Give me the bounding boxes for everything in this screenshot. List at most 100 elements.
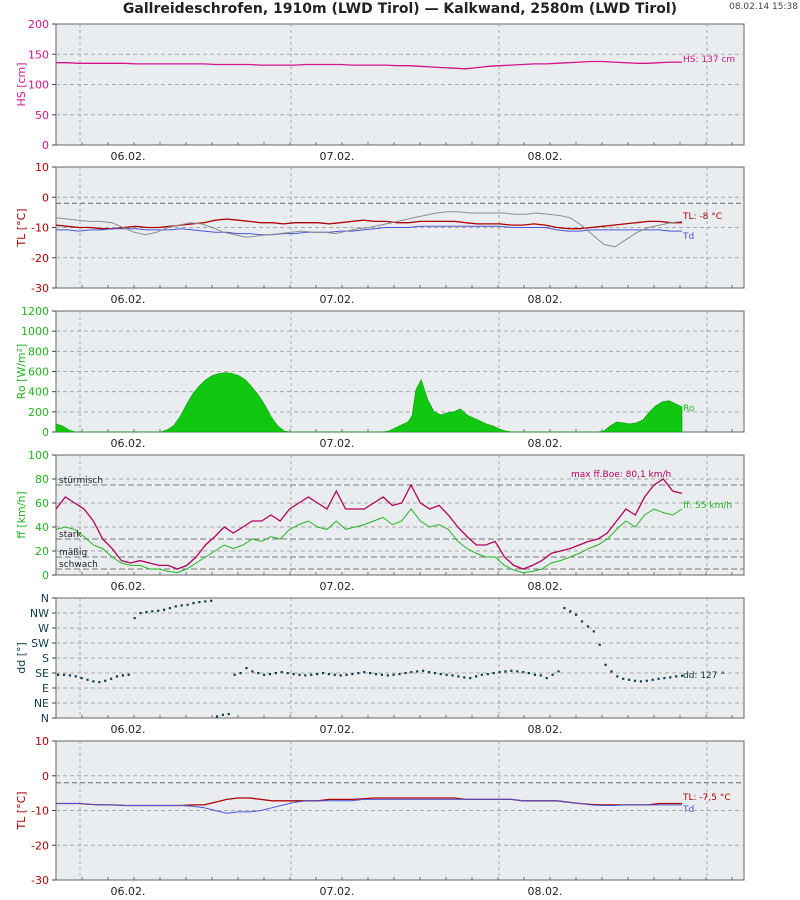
annotation-label: TL: -8 °C bbox=[682, 212, 722, 222]
y-tick-label: 10 bbox=[35, 735, 49, 748]
dd-point bbox=[580, 620, 584, 623]
dd-point bbox=[133, 617, 136, 620]
dd-point bbox=[551, 673, 554, 676]
series-line-td bbox=[56, 798, 682, 814]
x-tick-label: 07.02. bbox=[320, 885, 355, 898]
threshold-label: mäßig bbox=[59, 548, 87, 558]
dd-point bbox=[233, 673, 236, 676]
y-tick-label: SE bbox=[35, 667, 49, 680]
dd-point bbox=[616, 675, 619, 678]
dd-point bbox=[586, 625, 589, 628]
dd-point bbox=[92, 680, 95, 683]
dd-point bbox=[121, 674, 124, 677]
timestamp: 08.02.14 15:38 bbox=[729, 2, 798, 12]
dd-point bbox=[163, 608, 166, 611]
dd-point bbox=[227, 713, 230, 716]
dd-point bbox=[598, 643, 601, 646]
panel-dd bbox=[52, 597, 745, 719]
dd-point bbox=[633, 679, 637, 682]
dd-point bbox=[374, 673, 378, 676]
annotation-label: HS: 137 cm bbox=[683, 55, 735, 65]
y-tick-label: -30 bbox=[31, 874, 49, 887]
series-line-tl2 bbox=[55, 211, 683, 248]
dd-point bbox=[639, 680, 642, 683]
y-tick-label: 20 bbox=[35, 545, 49, 558]
dd-point bbox=[410, 671, 413, 674]
x-tick-label: 06.02. bbox=[111, 293, 146, 306]
y-tick-label: N bbox=[41, 712, 49, 725]
y-tick-label: 50 bbox=[35, 109, 49, 122]
dd-point bbox=[210, 599, 213, 602]
y-tick-label: 100 bbox=[28, 449, 49, 462]
y-tick-label: 200 bbox=[28, 18, 49, 31]
y-tick-label: -20 bbox=[31, 839, 49, 852]
dd-point bbox=[386, 674, 389, 677]
dd-point bbox=[563, 607, 566, 610]
y-tick-label: 0 bbox=[42, 569, 49, 582]
y-tick-label: 40 bbox=[35, 521, 49, 534]
dd-point bbox=[663, 677, 666, 680]
annotation-label: dd: 127 ° bbox=[683, 671, 725, 681]
x-tick-label: 07.02. bbox=[320, 150, 355, 163]
dd-point bbox=[304, 674, 307, 677]
y-tick-label: 200 bbox=[28, 406, 49, 419]
annotation-label: ff: 55 km/h bbox=[683, 501, 732, 511]
dd-point bbox=[451, 674, 454, 677]
y-tick-label: NW bbox=[30, 607, 49, 620]
dd-point bbox=[669, 676, 672, 679]
dd-point bbox=[516, 670, 519, 673]
threshold-label: schwach bbox=[59, 560, 98, 570]
annotation-label: Ro bbox=[683, 404, 695, 414]
x-tick-label: 07.02. bbox=[320, 437, 355, 450]
y-tick-label: -10 bbox=[31, 222, 49, 235]
dd-point bbox=[298, 673, 301, 676]
dd-point bbox=[292, 673, 295, 676]
dd-point bbox=[480, 673, 483, 676]
dd-point bbox=[127, 673, 130, 676]
page-title: Gallreideschrofen, 1910m (LWD Tirol) — K… bbox=[122, 1, 678, 17]
y-tick-label: NE bbox=[34, 697, 49, 710]
threshold-label: stark bbox=[59, 530, 82, 540]
series-line-ff bbox=[55, 508, 683, 574]
y-tick-label: 1200 bbox=[21, 305, 49, 318]
dd-point bbox=[628, 678, 631, 681]
y-tick-label: 150 bbox=[28, 48, 49, 61]
dd-point bbox=[492, 672, 495, 675]
dd-point bbox=[510, 669, 513, 672]
x-tick-label: 07.02. bbox=[320, 580, 355, 593]
y-tick-label: 60 bbox=[35, 497, 49, 510]
dd-point bbox=[327, 673, 330, 676]
dd-point bbox=[274, 672, 277, 675]
x-tick-label: 06.02. bbox=[111, 723, 146, 736]
panel-ro bbox=[52, 310, 745, 433]
dd-point bbox=[351, 673, 354, 676]
threshold-label: stürmisch bbox=[59, 476, 103, 486]
dd-point bbox=[404, 672, 407, 675]
dd-point bbox=[533, 673, 536, 676]
dd-point bbox=[74, 675, 77, 678]
panel-tl-bottom bbox=[52, 740, 745, 881]
dd-point bbox=[98, 681, 101, 684]
dd-point bbox=[539, 674, 542, 677]
dd-point bbox=[245, 667, 248, 670]
dd-point bbox=[115, 675, 119, 678]
y-tick-label: N bbox=[41, 592, 49, 605]
annotation-label: Td bbox=[682, 232, 694, 242]
y-axis-label: TL [°C] bbox=[15, 791, 28, 830]
y-tick-label: 1000 bbox=[21, 325, 49, 338]
dd-point bbox=[57, 673, 60, 676]
panel-tl-top bbox=[52, 166, 745, 289]
x-tick-label: 08.02. bbox=[528, 150, 563, 163]
y-axis-label: dd [°] bbox=[15, 642, 28, 674]
dd-point bbox=[475, 675, 478, 678]
dd-point bbox=[675, 675, 678, 678]
dd-point bbox=[339, 674, 342, 677]
annotation-label: TL: -7,5 °C bbox=[682, 793, 731, 803]
dd-point bbox=[251, 670, 254, 673]
dd-point bbox=[380, 673, 383, 676]
series-line-hs bbox=[56, 60, 682, 70]
annotation-label: Td bbox=[682, 805, 694, 815]
dd-point bbox=[198, 601, 201, 604]
dd-point bbox=[221, 713, 224, 716]
x-tick-label: 06.02. bbox=[111, 885, 146, 898]
